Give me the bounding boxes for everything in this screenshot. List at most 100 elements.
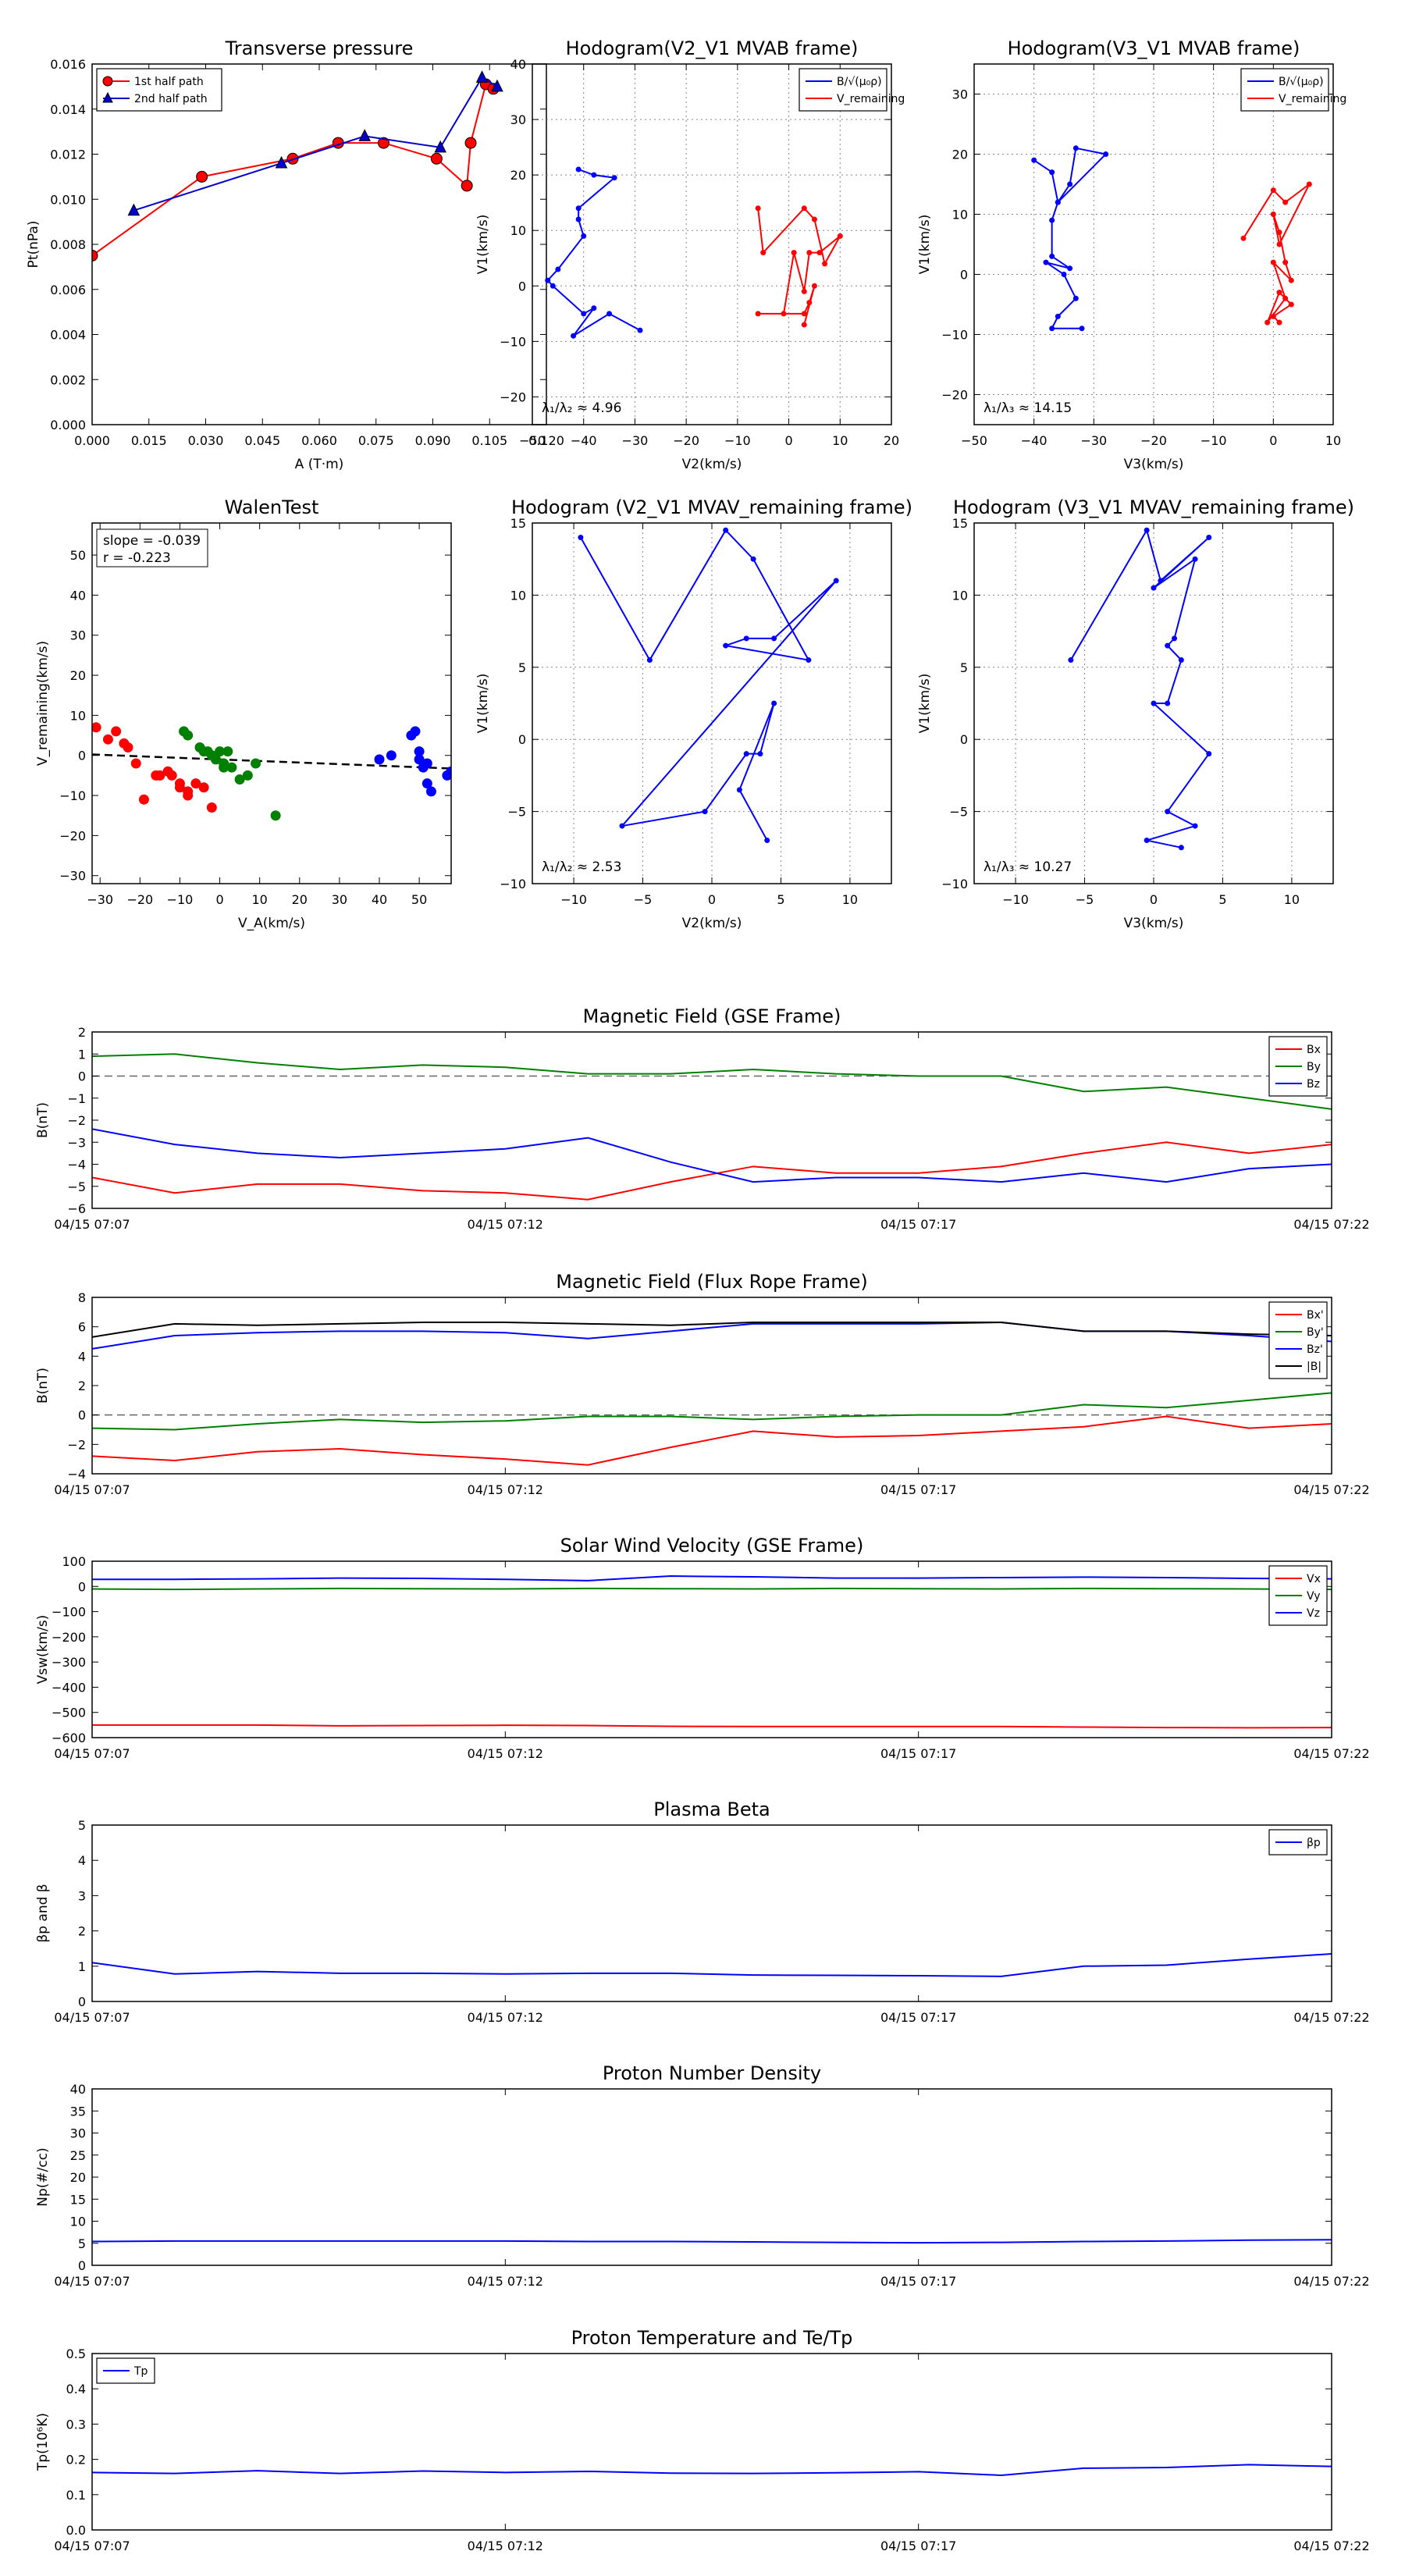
plot-frame xyxy=(91,2353,1332,2531)
y-tick-label: −100 xyxy=(52,1605,86,1620)
data-point xyxy=(1031,157,1037,163)
y-tick-label: −4 xyxy=(67,1467,86,1482)
data-point xyxy=(234,774,245,785)
data-point xyxy=(550,283,556,289)
y-tick-label: 15 xyxy=(510,516,526,531)
y-tick-label: 35 xyxy=(70,2104,86,2119)
series-line-2 xyxy=(92,1128,1332,1183)
data-point xyxy=(1282,295,1289,301)
legend-label: Tp xyxy=(133,2365,148,2378)
x-tick-label: 10 xyxy=(1325,433,1341,448)
chart-hodo_v3_mvav: Hodogram (V3_V1 MVAV_remaining frame) −10… xyxy=(917,496,1354,931)
x-tick-label: 04/15 07:07 xyxy=(54,1217,130,1232)
x-tick-label: 10 xyxy=(1284,892,1300,907)
series-line-2 xyxy=(92,1575,1332,1582)
data-point xyxy=(743,751,749,757)
y-tick-label: 0 xyxy=(960,268,968,283)
plot-frame xyxy=(532,63,892,425)
y-tick-label: −3 xyxy=(67,1135,86,1150)
x-tick-label: −30 xyxy=(87,892,113,907)
x-tick-label: 04/15 07:22 xyxy=(1293,2010,1369,2025)
data-point xyxy=(1079,326,1085,332)
ratio-annotation: λ₁/λ₂ ≈ 2.53 xyxy=(542,859,621,875)
data-point xyxy=(102,734,113,745)
data-point xyxy=(606,311,613,317)
plot-frame xyxy=(91,522,452,884)
data-point xyxy=(578,534,584,540)
x-tick-label: −40 xyxy=(571,433,597,448)
y-tick-label: −2 xyxy=(67,1437,86,1452)
data-point xyxy=(358,129,372,141)
x-tick-label: 0 xyxy=(1269,433,1277,448)
y-axis-label: V_remaining(km/s) xyxy=(35,641,51,766)
data-point xyxy=(1049,253,1055,259)
y-tick-label: 1 xyxy=(78,1959,86,1974)
y-tick-label: 0 xyxy=(960,732,968,747)
y-axis-label: Tp(10⁶K) xyxy=(35,2413,51,2471)
x-tick-label: 0 xyxy=(215,892,223,907)
data-point xyxy=(1240,235,1247,241)
y-axis-label: V1(km/s) xyxy=(917,215,933,275)
x-tick-label: 20 xyxy=(292,892,308,907)
x-tick-label: 04/15 07:12 xyxy=(468,2539,543,2553)
chart-mag_gse: Magnetic Field (GSE Frame) 04/15 07:07 04/… xyxy=(35,1005,1370,1232)
y-tick-label: 100 xyxy=(62,1554,86,1569)
y-axis-label: V1(km/s) xyxy=(917,674,933,734)
data-point xyxy=(434,140,447,153)
y-axis-label: B(nT) xyxy=(35,1102,51,1138)
y-tick-label: −5 xyxy=(67,1179,86,1194)
ratio-annotation: λ₁/λ₂ ≈ 4.96 xyxy=(542,400,621,416)
data-point xyxy=(1288,277,1294,283)
data-point xyxy=(833,578,839,584)
series-line-0 xyxy=(92,83,494,257)
data-point xyxy=(425,786,436,797)
data-point xyxy=(575,216,582,222)
x-axis-label: V_A(km/s) xyxy=(238,916,305,931)
data-point xyxy=(1144,527,1150,533)
y-tick-label: 0.016 xyxy=(50,57,86,72)
data-point xyxy=(1103,151,1109,157)
data-point xyxy=(1151,585,1157,591)
y-tick-label: −10 xyxy=(941,877,968,891)
y-tick-label: 40 xyxy=(510,57,526,72)
x-tick-label: 04/15 07:17 xyxy=(880,2539,956,2553)
y-tick-label: 0.002 xyxy=(50,372,86,387)
series-line-0 xyxy=(92,2239,1332,2244)
chart-hodo_v2_mvab: Hodogram(V2_V1 MVAB frame) −50 −40 −30 −20 −1… xyxy=(475,37,905,472)
y-tick-label: 0.4 xyxy=(66,2382,86,2396)
x-tick-label: 04/15 07:22 xyxy=(1293,2539,1369,2553)
y-tick-label: 0.0 xyxy=(66,2523,86,2538)
data-point xyxy=(270,810,281,821)
x-tick-label: 04/15 07:22 xyxy=(1293,2274,1369,2289)
y-axis-label: βp and β xyxy=(35,1884,51,1942)
x-tick-label: 04/15 07:17 xyxy=(880,1217,956,1232)
series-line-0 xyxy=(92,1952,1332,1977)
data-point xyxy=(190,778,201,789)
data-point xyxy=(1151,700,1157,706)
data-point xyxy=(226,762,237,773)
data-point xyxy=(801,311,807,317)
data-point xyxy=(275,155,288,169)
data-point xyxy=(422,758,432,769)
data-point xyxy=(1049,169,1055,176)
y-tick-label: −200 xyxy=(52,1630,86,1645)
data-point xyxy=(1276,290,1282,296)
annotation-box xyxy=(96,528,208,568)
y-tick-label: −2 xyxy=(67,1113,86,1128)
legend-label: |B| xyxy=(1307,1361,1321,1373)
series-line-0 xyxy=(92,1724,1332,1729)
data-point xyxy=(210,754,221,765)
x-tick-label: 0 xyxy=(1150,892,1158,907)
y-tick-label: 8 xyxy=(78,1290,86,1305)
data-point xyxy=(837,233,843,239)
y-tick-label: 0.000 xyxy=(50,418,86,432)
data-point xyxy=(801,205,807,212)
data-point xyxy=(743,635,749,642)
y-tick-label: 0.2 xyxy=(66,2453,86,2467)
chart-beta: Plasma Beta 04/15 07:07 04/15 07:12 04/15 0… xyxy=(35,1799,1370,2025)
y-tick-label: 40 xyxy=(70,588,86,603)
data-point xyxy=(806,657,812,664)
y-tick-label: −10 xyxy=(500,877,526,891)
data-point xyxy=(1206,751,1212,757)
legend-box xyxy=(799,68,887,112)
